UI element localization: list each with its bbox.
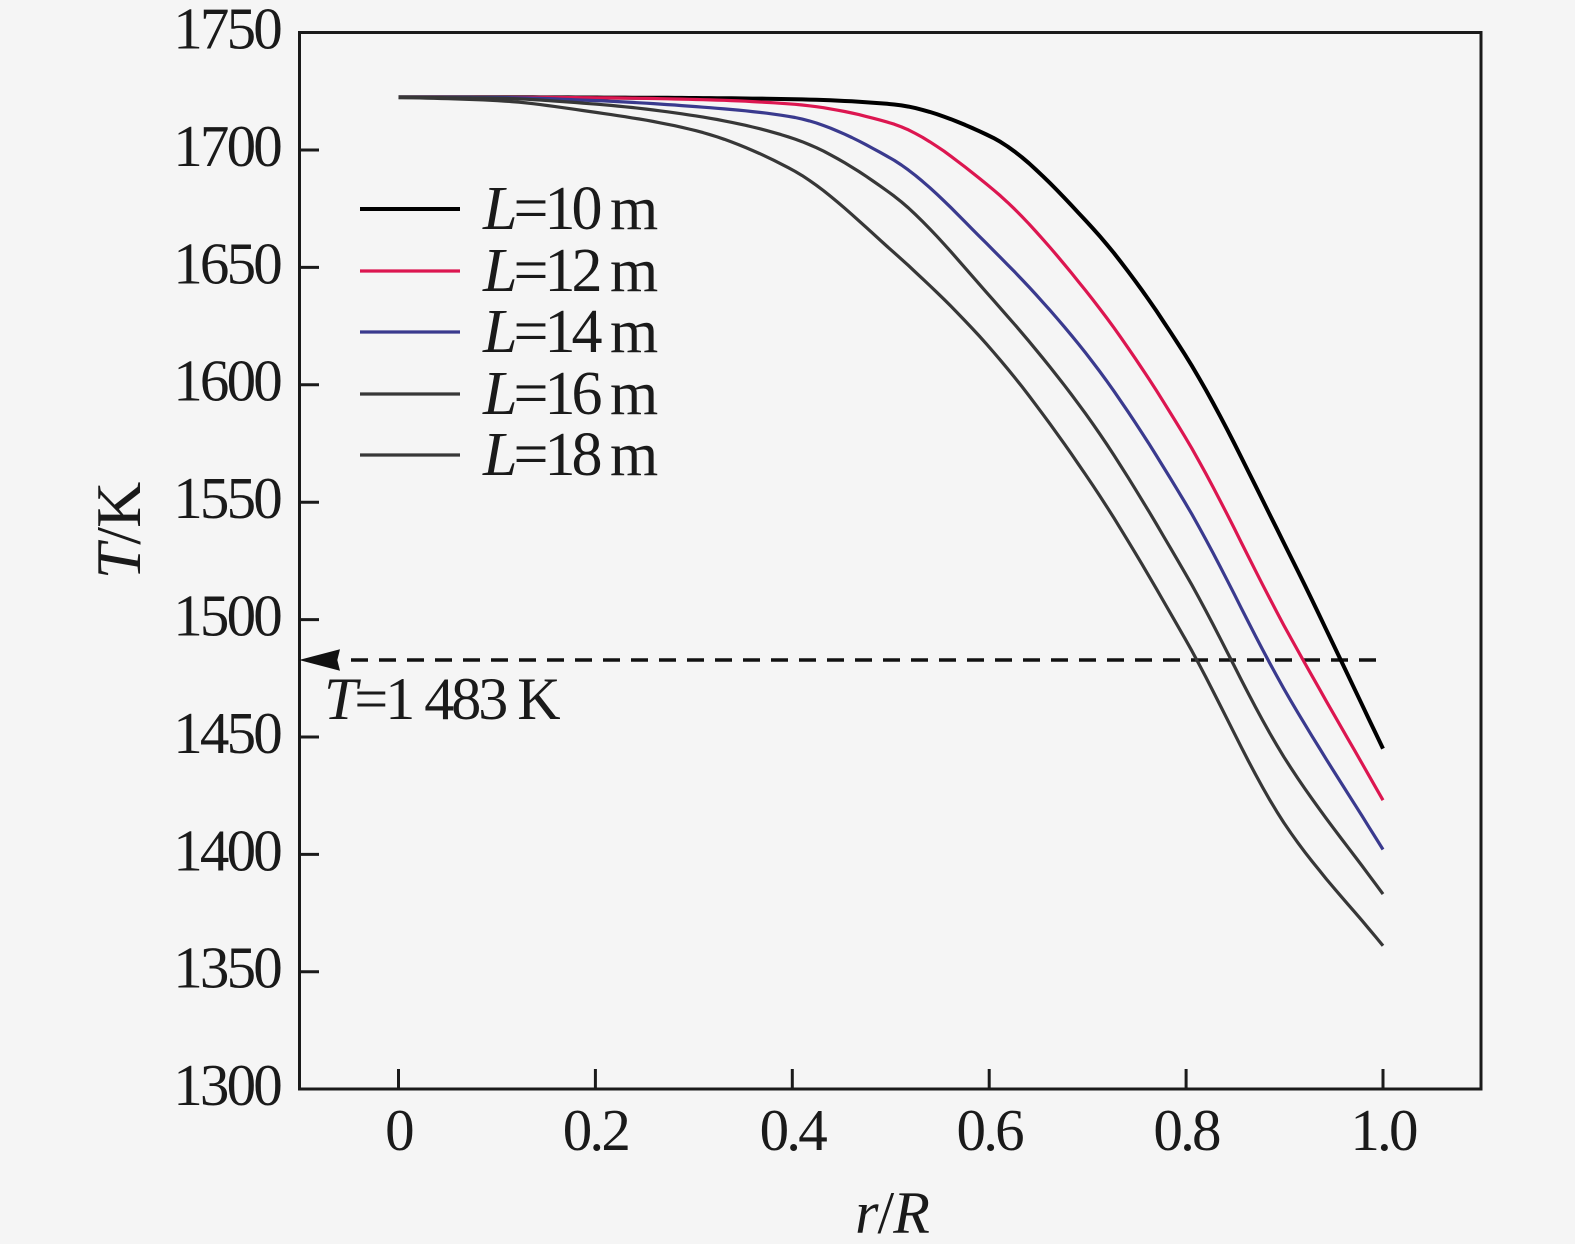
svg-text:1700: 1700 <box>173 113 281 179</box>
svg-text:1450: 1450 <box>173 700 281 766</box>
svg-text:T/K: T/K <box>83 482 154 579</box>
svg-text:1300: 1300 <box>173 1052 281 1118</box>
svg-text:L=16 m: L=16 m <box>482 360 658 428</box>
svg-text:1500: 1500 <box>173 583 281 649</box>
svg-text:0: 0 <box>385 1097 413 1163</box>
svg-text:L=18 m: L=18 m <box>482 421 658 489</box>
svg-text:1400: 1400 <box>173 818 281 884</box>
svg-text:1.0: 1.0 <box>1350 1097 1417 1163</box>
svg-text:1550: 1550 <box>173 465 281 531</box>
svg-text:L=14 m: L=14 m <box>482 298 658 366</box>
svg-text:0.2: 0.2 <box>563 1097 629 1163</box>
svg-text:1350: 1350 <box>173 935 281 1001</box>
svg-text:L=10 m: L=10 m <box>482 175 658 243</box>
svg-text:0.6: 0.6 <box>957 1097 1024 1163</box>
svg-text:0.4: 0.4 <box>760 1097 828 1163</box>
svg-text:T=1 483 K: T=1 483 K <box>324 666 560 732</box>
svg-text:0.8: 0.8 <box>1153 1097 1220 1163</box>
svg-text:r/R: r/R <box>855 1180 929 1244</box>
svg-text:1750: 1750 <box>173 0 281 62</box>
svg-text:1650: 1650 <box>173 231 281 297</box>
svg-text:L=12 m: L=12 m <box>482 237 658 305</box>
svg-text:1600: 1600 <box>173 348 281 414</box>
